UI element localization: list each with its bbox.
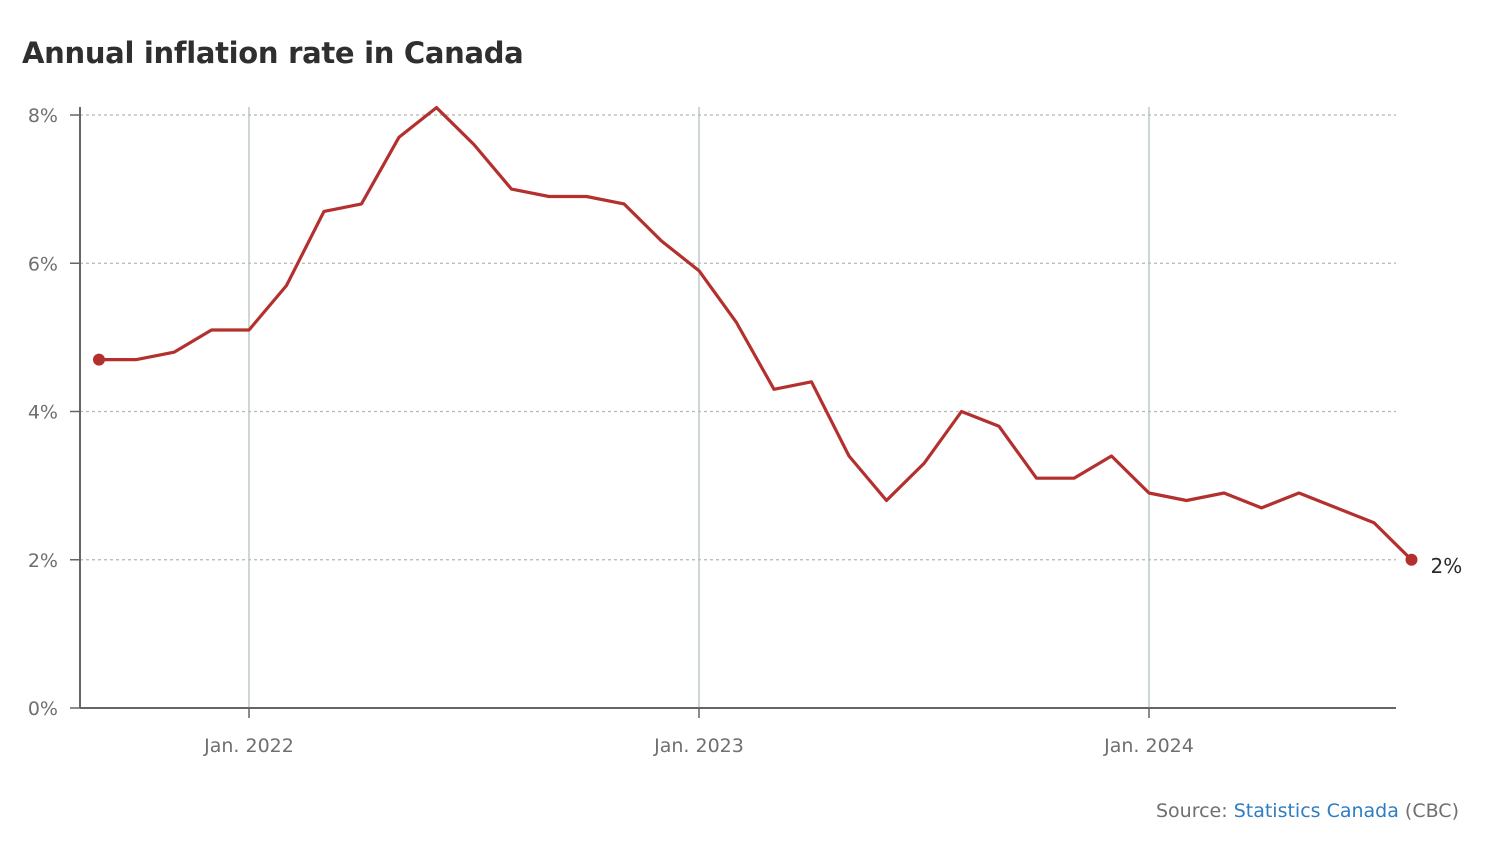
x-axis-ticks: Jan. 2022 Jan. 2023 Jan. 2024: [203, 708, 1194, 757]
y-tick-label: 8%: [28, 105, 58, 127]
series-end-label: 2%: [1431, 554, 1463, 578]
source-suffix: (CBC): [1398, 800, 1459, 822]
axes: [79, 107, 1396, 709]
y-tick-label: 4%: [28, 402, 58, 424]
y-tick-label: 6%: [28, 253, 58, 275]
line-chart: 0% 2% 4% 6% 8% Jan. 2022 Jan. 2023 Jan. 2024 2…: [28, 105, 1463, 757]
x-tick-label: Jan. 2023: [653, 735, 744, 757]
series-layer: 2%: [93, 105, 1463, 578]
x-tick-label: Jan. 2022: [203, 735, 294, 757]
gridlines: [80, 107, 1396, 708]
series-line: [97, 105, 1414, 562]
y-tick-label: 2%: [28, 550, 58, 572]
series-end-point: [1405, 553, 1418, 566]
y-tick-label: 0%: [28, 698, 58, 720]
chart-title: Annual inflation rate in Canada: [22, 36, 524, 70]
x-tick-label: Jan. 2024: [1103, 735, 1194, 757]
y-axis-ticks: 0% 2% 4% 6% 8%: [28, 105, 80, 720]
source-prefix: Source:: [1155, 800, 1234, 822]
source-credit: Source: Statistics Canada (CBC): [1156, 800, 1459, 822]
series-start-point: [93, 353, 105, 366]
source-link[interactable]: Statistics Canada: [1233, 800, 1399, 822]
